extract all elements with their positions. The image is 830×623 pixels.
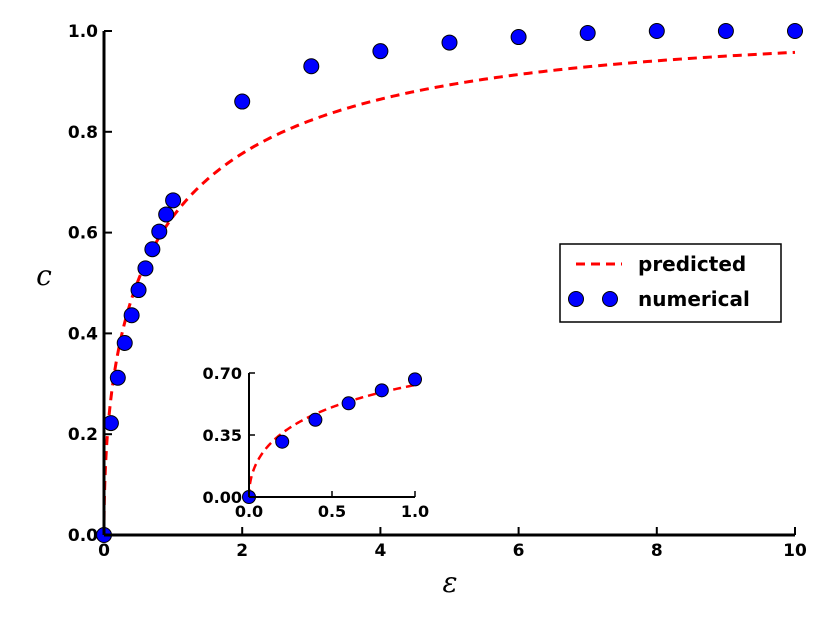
inset-axes: 0.0 0.5 1.0 0.00 0.35 0.70 (203, 364, 430, 521)
inset-x-tick-label: 0.5 (318, 502, 346, 521)
main-numerical-point (372, 43, 389, 60)
main-y-tick-label: 0.6 (68, 224, 98, 244)
main-numerical-point (787, 23, 803, 39)
inset-x-tick-label: 0.0 (235, 502, 263, 521)
main-numerical-point (102, 415, 119, 432)
main-y-tick-label: 0.2 (68, 425, 98, 445)
inset-numerical-point (308, 412, 323, 427)
main-numerical-point (123, 307, 140, 324)
main-x-tick-label: 0 (98, 541, 110, 561)
main-numerical-point (137, 260, 154, 277)
main-x-tick-label: 8 (651, 541, 663, 561)
main-numerical-point (510, 29, 527, 46)
main-y-tick-label: 0.0 (68, 526, 98, 546)
main-numerical-point (303, 58, 320, 75)
main-y-tick-label: 0.8 (68, 123, 98, 143)
inset-y-tick-label: 0.70 (203, 364, 242, 383)
main-series-predicted-line (102, 50, 796, 536)
main-numerical-point (165, 192, 182, 209)
main-numerical-point (441, 34, 458, 51)
main-x-tick-label: 2 (236, 541, 248, 561)
x-axis-label: ε (442, 566, 457, 599)
main-numerical-point (109, 369, 126, 386)
main-numerical-point (579, 25, 596, 42)
main-numerical-point (234, 93, 251, 110)
legend-numerical-marker (568, 291, 584, 307)
main-numerical-point (116, 334, 133, 351)
inset-numerical-point (275, 434, 290, 449)
main-numerical-point (717, 23, 734, 39)
main-numerical-point (144, 241, 161, 258)
legend-numerical-marker (602, 291, 618, 307)
inset-numerical-point (341, 396, 356, 411)
inset-numerical-point (374, 383, 389, 398)
main-numerical-point (151, 223, 168, 240)
legend-numerical-label: numerical (638, 287, 750, 311)
legend: predicted numerical (559, 243, 782, 323)
main-x-tick-label: 10 (783, 541, 807, 561)
legend-predicted-label: predicted (638, 252, 746, 276)
main-axes: 0 2 4 6 8 10 0.0 0.2 0.4 0.6 0.8 1.0 (68, 22, 807, 561)
inset-y-tick-label: 0.00 (203, 488, 242, 507)
inset-series-predicted-line (247, 383, 416, 497)
inset-numerical-point (408, 372, 422, 387)
main-x-tick-label: 6 (513, 541, 525, 561)
main-numerical-point (130, 282, 147, 299)
y-axis-label: c (36, 259, 52, 292)
main-numerical-point (158, 206, 175, 223)
inset-x-tick-label: 1.0 (401, 502, 429, 521)
main-x-tick-label: 4 (374, 541, 386, 561)
main-y-tick-label: 0.4 (68, 324, 98, 344)
main-numerical-point (648, 23, 665, 39)
legend-box (559, 243, 782, 323)
main-y-tick-label: 1.0 (68, 22, 98, 42)
inset-y-tick-label: 0.35 (203, 426, 242, 445)
